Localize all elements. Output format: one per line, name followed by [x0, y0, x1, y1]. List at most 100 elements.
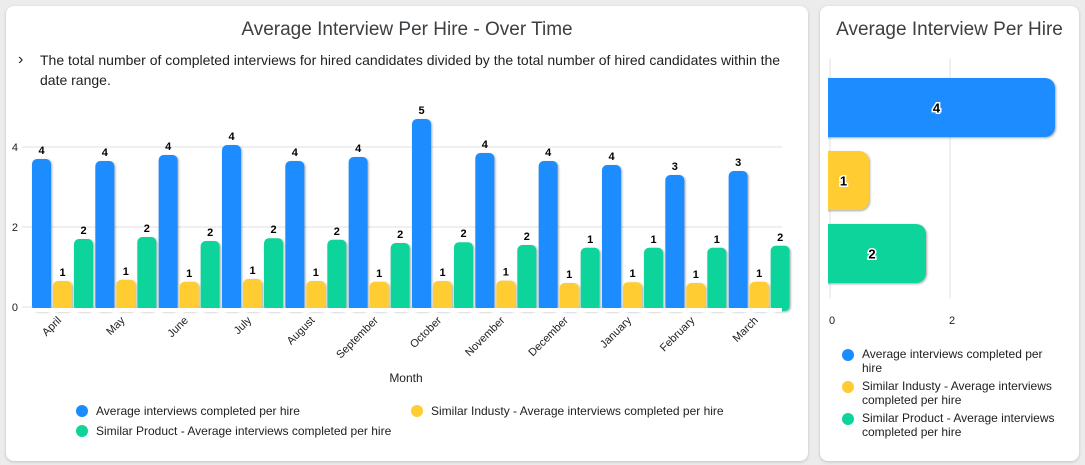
- chart-description-text: The total number of completed interviews…: [40, 52, 781, 88]
- bar-october-series-3: [454, 242, 473, 311]
- data-label: 2: [460, 228, 466, 240]
- bar-may-series-2: [116, 279, 136, 311]
- bar-april-series-2: [53, 281, 72, 311]
- bar-december-series-3: [580, 247, 600, 311]
- bar-november-series-2: [496, 280, 516, 311]
- bar-february-series-2: [686, 283, 706, 311]
- bar-september-series-3: [390, 243, 410, 311]
- bar-february-series-1: [665, 175, 685, 311]
- data-label: 1: [313, 267, 319, 279]
- data-label: 2: [397, 229, 403, 241]
- data-label: 4: [355, 143, 362, 155]
- over-time-legend: Average interviews completed per hire Sim…: [6, 6, 808, 461]
- data-label: 1: [123, 266, 129, 278]
- bar-january-series-3: [644, 247, 663, 311]
- data-label: 4: [228, 131, 235, 143]
- summary-bar-series-3: [820, 224, 926, 283]
- data-label: 4: [608, 151, 615, 163]
- over-time-chart-title: Average Interview Per Hire - Over Time: [241, 19, 573, 40]
- data-label: 4: [38, 145, 45, 157]
- summary-data-label: 4: [933, 101, 941, 116]
- summary-data-label: 2: [868, 247, 875, 262]
- legend-label: Average interviews completed per hire: [96, 404, 300, 418]
- bar-july-series-2: [243, 279, 262, 311]
- bar-april-series-1: [32, 159, 51, 311]
- data-label: 1: [756, 268, 762, 280]
- legend-swatch: [842, 413, 854, 425]
- data-label: 4: [482, 139, 489, 151]
- summary-legend: Average interviews completed per hire Sim…: [820, 6, 1079, 461]
- data-label: 2: [207, 227, 213, 239]
- data-label: 1: [186, 268, 192, 280]
- bar-august-series-3: [327, 239, 347, 311]
- x-tick-label: 0: [829, 315, 835, 327]
- bar-february-series-3: [707, 247, 727, 311]
- data-label: 4: [292, 147, 299, 159]
- bar-january-series-2: [623, 282, 642, 311]
- y-tick-label: 2: [12, 222, 18, 234]
- bar-july-series-3: [264, 238, 283, 311]
- over-time-chart-card: Average Interview Per Hire - Over Time ›…: [6, 6, 808, 461]
- bar-august-series-2: [306, 281, 326, 311]
- data-label: 1: [693, 269, 699, 281]
- bar-january-series-1: [602, 165, 621, 311]
- legend-label: Similar Industy - Average interviews com…: [431, 404, 724, 418]
- data-label: 2: [334, 226, 340, 238]
- bar-december-series-2: [559, 283, 579, 311]
- bar-june-series-1: [158, 155, 178, 311]
- data-label: 1: [629, 268, 635, 280]
- bar-may-series-1: [95, 161, 115, 311]
- data-label: 2: [80, 225, 86, 237]
- data-label: 2: [270, 224, 276, 236]
- bar-december-series-1: [538, 161, 558, 311]
- y-tick-label: 4: [12, 142, 18, 154]
- data-label: 4: [165, 141, 172, 153]
- data-label: 1: [587, 234, 593, 246]
- data-label: 5: [418, 105, 424, 117]
- legend-swatch: [411, 405, 423, 417]
- legend-swatch: [76, 425, 88, 437]
- data-label: 1: [439, 267, 445, 279]
- data-label: 1: [650, 234, 656, 246]
- data-label: 1: [714, 234, 720, 246]
- bar-november-series-3: [517, 245, 537, 311]
- data-label: 2: [524, 231, 530, 243]
- data-label: 4: [545, 147, 552, 159]
- bar-march-series-3: [770, 245, 790, 311]
- bar-march-series-2: [749, 281, 769, 311]
- bar-october-series-2: [433, 281, 452, 311]
- legend-swatch: [842, 381, 854, 393]
- data-label: 1: [376, 268, 382, 280]
- legend-label: Similar Industy - Average interviews com…: [862, 379, 1052, 407]
- legend-swatch: [842, 349, 854, 361]
- legend-label: Average interviews completed per hire: [862, 347, 1043, 375]
- summary-bar-chart: 0 2 4 1 2: [820, 58, 1055, 327]
- summary-data-label: 1: [840, 174, 847, 189]
- legend-label: Similar Product - Average interviews com…: [96, 424, 392, 438]
- bar-september-series-2: [369, 281, 389, 311]
- bar-october-series-1: [412, 119, 431, 311]
- summary-chart-card: Average Interview Per Hire 0 2 4 1 2 Average…: [820, 6, 1079, 461]
- x-tick-label: 2: [949, 315, 955, 327]
- bar-july-series-1: [222, 145, 241, 311]
- bar-june-series-2: [179, 281, 199, 311]
- data-label: 3: [735, 157, 741, 169]
- chevron-right-icon[interactable]: ›: [18, 51, 24, 68]
- bar-november-series-1: [475, 153, 495, 311]
- data-label: 1: [566, 269, 572, 281]
- legend-label: Similar Product - Average interviews com…: [862, 411, 1055, 439]
- summary-bar-series-1: [820, 78, 1055, 137]
- data-label: 1: [59, 267, 65, 279]
- bar-may-series-3: [137, 237, 157, 311]
- summary-chart-title: Average Interview Per Hire: [836, 19, 1063, 40]
- over-time-bar-chart: 024 412April412May412June412July412August…: [12, 105, 790, 385]
- bar-august-series-1: [285, 161, 305, 311]
- x-axis-title: Month: [389, 371, 422, 385]
- data-label: 4: [102, 147, 109, 159]
- data-label: 2: [144, 223, 150, 235]
- data-label: 3: [672, 161, 678, 173]
- data-label: 2: [777, 232, 783, 244]
- bar-march-series-1: [728, 171, 748, 311]
- bar-june-series-3: [200, 241, 220, 311]
- bar-september-series-1: [348, 157, 368, 311]
